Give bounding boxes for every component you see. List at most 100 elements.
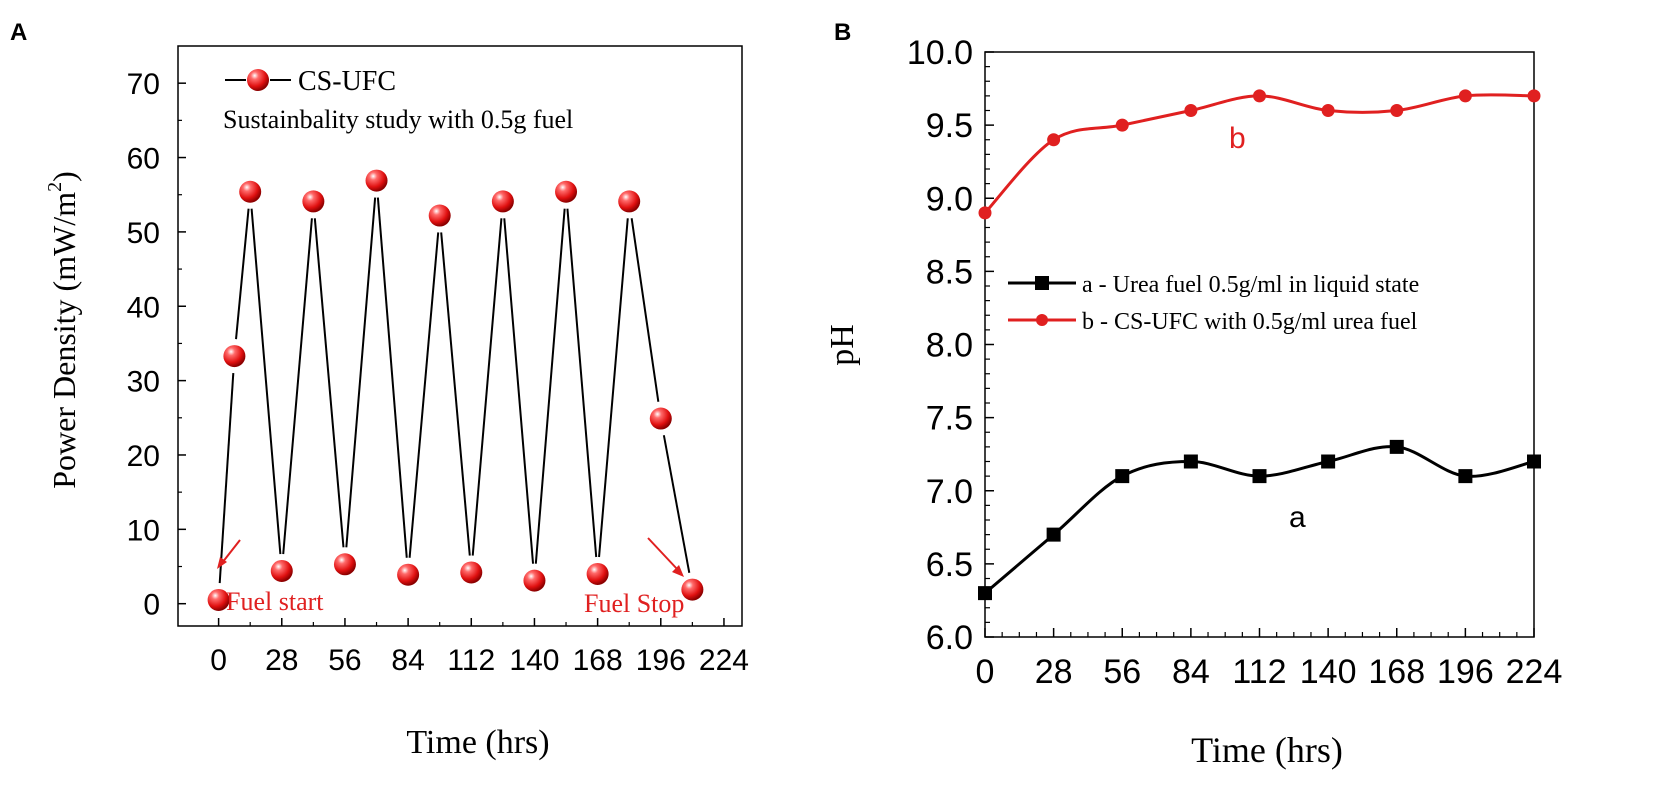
x-tick-label: 196 — [636, 644, 686, 677]
x-tick-label: 84 — [1172, 653, 1210, 691]
x-tick-label: 0 — [210, 644, 227, 677]
legend-marker — [247, 69, 269, 91]
chart-a-xlabel: Time (hrs) — [406, 724, 549, 761]
y-tick-label: 20 — [127, 440, 160, 473]
data-point — [649, 407, 672, 430]
series-segment — [598, 218, 629, 558]
series-segment — [408, 232, 440, 558]
x-tick-label: 56 — [1103, 653, 1141, 691]
data-point-b — [1321, 104, 1335, 117]
series-segment — [376, 197, 408, 558]
data-point — [333, 553, 356, 576]
legend-label: CS-UFC — [298, 66, 396, 97]
chart-a-subtitle: Sustainbality study with 0.5g fuel — [223, 105, 573, 134]
legend-b-label: b - CS-UFC with 0.5g/ml urea fuel — [1082, 309, 1418, 335]
ylabel-main: Power Density (mW/m — [46, 192, 82, 489]
data-point — [523, 569, 546, 592]
data-point — [270, 559, 293, 582]
series-segment — [503, 218, 535, 564]
series-segment — [566, 208, 598, 558]
y-tick-label: 8.5 — [926, 253, 973, 291]
y-tick-label: 60 — [127, 143, 160, 176]
x-tick-label: 224 — [699, 644, 749, 677]
y-tick-label: 8.0 — [926, 327, 973, 365]
data-point — [239, 180, 262, 203]
y-tick-label: 7.0 — [926, 473, 973, 511]
series-segment — [345, 197, 377, 548]
x-tick-label: 140 — [1300, 653, 1357, 691]
data-point — [428, 204, 451, 227]
y-tick-label: 30 — [127, 366, 160, 399]
data-point — [555, 180, 578, 203]
series-segment — [662, 435, 691, 574]
series-line-b — [983, 93, 1535, 214]
series-segment — [282, 218, 313, 555]
y-tick-label: 40 — [127, 291, 160, 324]
chart-a-frame — [177, 45, 743, 627]
data-point-a — [1046, 527, 1061, 542]
data-point-a — [1115, 469, 1130, 484]
data-point — [491, 190, 514, 213]
data-point — [397, 563, 420, 586]
y-tick-label: 6.5 — [926, 546, 973, 584]
x-tick-label: 168 — [1368, 653, 1425, 691]
data-point-a — [1389, 439, 1404, 454]
data-point-a — [1183, 454, 1198, 469]
data-point-a — [1321, 454, 1336, 469]
data-point — [586, 562, 609, 585]
data-point-a — [1527, 454, 1541, 469]
series-segment — [630, 218, 660, 402]
data-point-b — [1390, 104, 1404, 117]
data-point — [681, 578, 704, 601]
ylabel-close: ) — [46, 171, 82, 182]
data-point — [207, 588, 230, 611]
legend-b-marker — [1036, 314, 1048, 326]
y-tick-label: 10 — [127, 514, 160, 547]
chart-a-axes: 0 28 56 84 112 140 168 196 224 0 10 20 30 40 50 60 70 — [127, 68, 749, 677]
chart-b-series-lines — [983, 93, 1535, 595]
fuel-stop-arrowhead — [672, 565, 684, 577]
x-tick-label: 56 — [328, 644, 361, 677]
data-point-b — [1047, 133, 1061, 147]
chart-b-ylabel: pH — [824, 324, 861, 366]
x-tick-label: 28 — [1035, 653, 1073, 691]
data-point — [365, 169, 388, 192]
x-tick-label: 196 — [1437, 653, 1494, 691]
x-tick-label: 28 — [265, 644, 298, 677]
data-point — [223, 345, 246, 368]
data-point-b — [1458, 89, 1472, 103]
chart-b-markers — [978, 89, 1541, 601]
chart-b-axes: 0 28 56 84 112 140 168 196 224 6.0 6.5 7.0 7.5 8.0 8.5… — [907, 34, 1563, 691]
data-point-b — [1253, 89, 1266, 103]
chart-b-xlabel: Time (hrs) — [1191, 730, 1343, 770]
x-tick-label: 112 — [1232, 653, 1286, 691]
chart-a-legend: CS-UFC Sustainbality study with 0.5g fue… — [223, 66, 573, 134]
series-b-tag: b — [1229, 122, 1246, 155]
legend-a-label: a - Urea fuel 0.5g/ml in liquid state — [1082, 272, 1419, 298]
chart-b-frame — [984, 51, 1535, 638]
y-tick-label: 6.0 — [926, 619, 973, 657]
x-tick-label: 168 — [573, 644, 623, 677]
data-point — [460, 561, 483, 584]
chart-a: 0 28 56 84 112 140 168 196 224 0 10 20 30 40 50 60 70 CS… — [44, 45, 749, 761]
annotation-fuel-start: Fuel start — [226, 587, 324, 616]
chart-a-ylabel: Power Density (mW/m2) — [44, 171, 82, 489]
y-tick-label: 7.5 — [926, 400, 973, 438]
data-point — [302, 190, 325, 213]
fuel-start-arrow — [221, 539, 241, 564]
x-tick-label: 140 — [509, 644, 559, 677]
data-point — [618, 190, 641, 213]
data-point-a — [978, 586, 992, 601]
x-tick-label: 0 — [976, 653, 995, 691]
x-tick-label: 224 — [1506, 653, 1563, 691]
chart-a-series-line — [218, 197, 691, 584]
data-point-a — [1252, 469, 1267, 484]
chart-a-markers — [207, 169, 704, 611]
panel-label-a: A — [10, 19, 27, 46]
ylabel-sup: 2 — [44, 182, 66, 192]
data-point-a — [1458, 469, 1473, 484]
panel-label-b: B — [834, 19, 851, 46]
y-tick-label: 70 — [127, 68, 160, 101]
fuel-start-arrowhead — [217, 557, 227, 569]
